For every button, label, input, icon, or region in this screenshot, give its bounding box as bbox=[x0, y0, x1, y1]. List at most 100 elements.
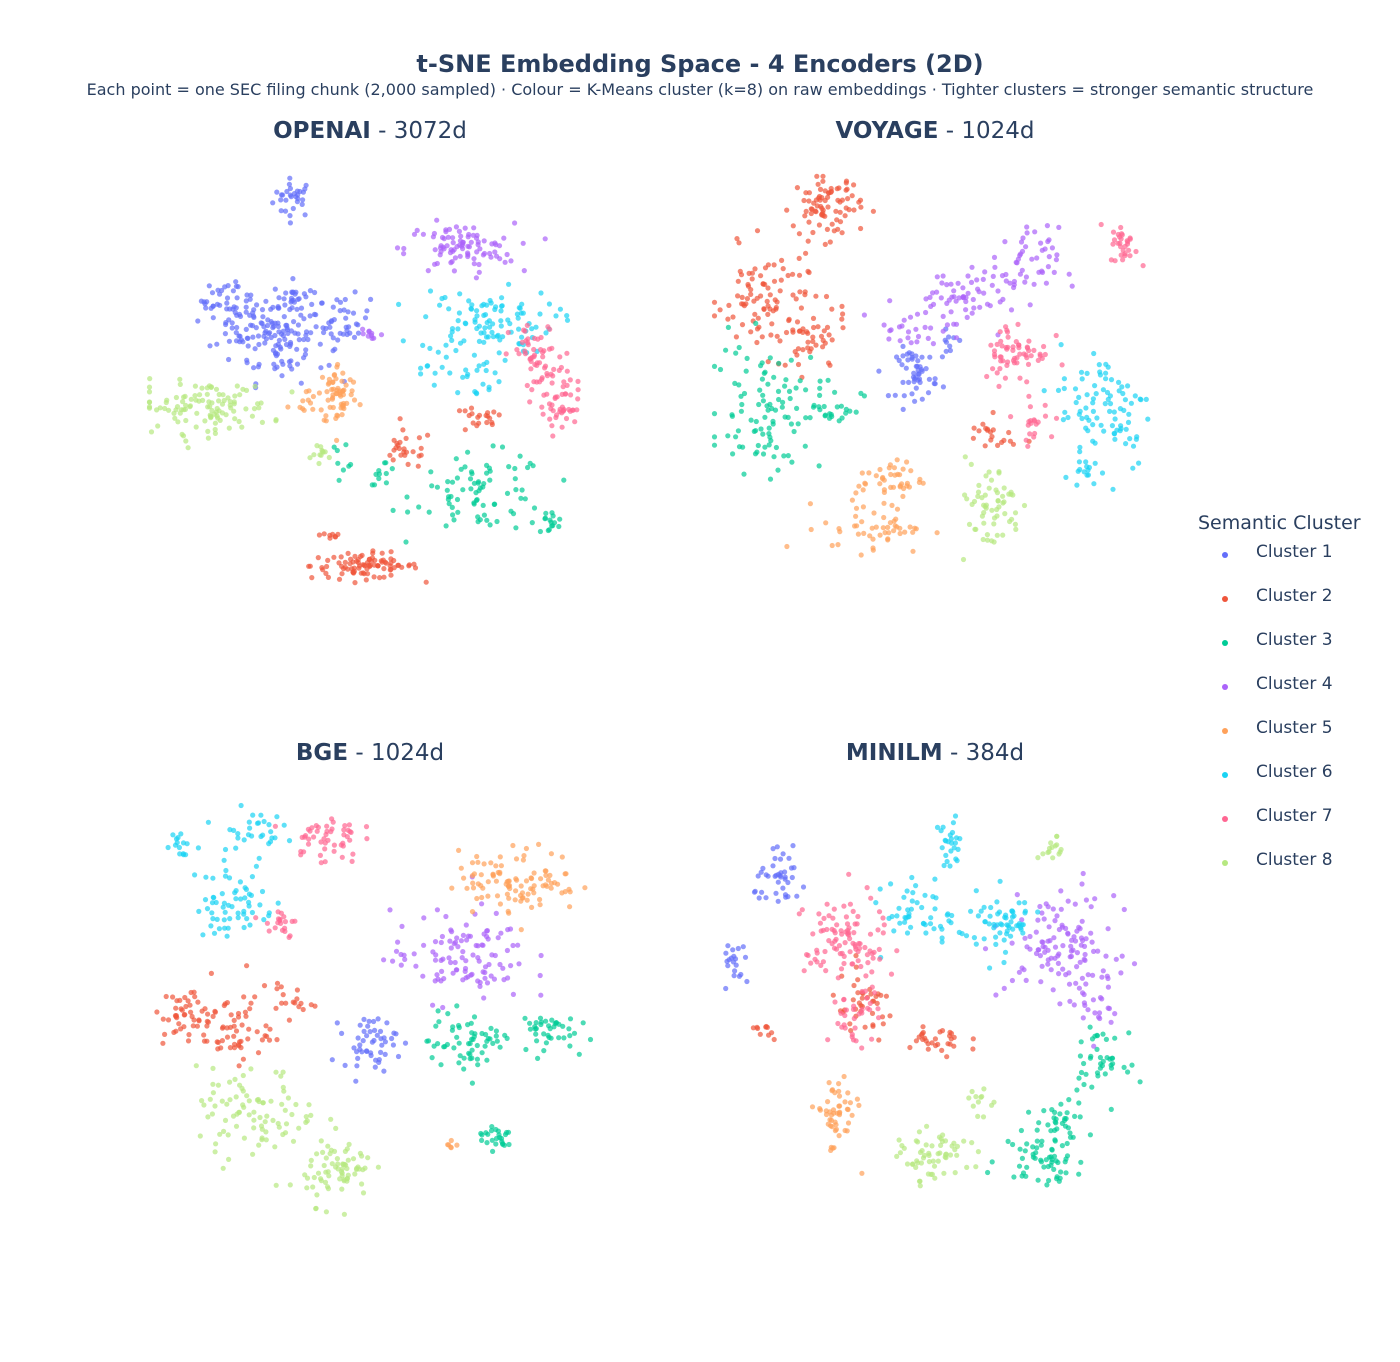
point-cluster-3 bbox=[448, 493, 454, 500]
tsne-scatter-plots[interactable] bbox=[0, 0, 1180, 1362]
point-cluster-8 bbox=[279, 1101, 285, 1107]
point-cluster-1 bbox=[307, 288, 313, 294]
point-cluster-6 bbox=[1060, 417, 1066, 423]
point-cluster-1 bbox=[909, 356, 915, 362]
legend-item-cluster-8[interactable]: Cluster 8 bbox=[1198, 848, 1398, 892]
point-cluster-7 bbox=[568, 392, 574, 398]
point-cluster-2 bbox=[476, 412, 483, 418]
point-cluster-1 bbox=[282, 336, 288, 342]
point-cluster-7 bbox=[876, 1015, 882, 1021]
point-cluster-3 bbox=[1032, 1155, 1038, 1161]
point-cluster-2 bbox=[462, 427, 468, 433]
point-cluster-8 bbox=[251, 1109, 257, 1115]
point-cluster-2 bbox=[858, 225, 864, 232]
point-cluster-5 bbox=[893, 516, 899, 522]
point-cluster-6 bbox=[1123, 426, 1129, 432]
point-cluster-8 bbox=[962, 454, 968, 460]
point-cluster-2 bbox=[947, 1029, 953, 1035]
point-cluster-4 bbox=[466, 231, 472, 238]
point-cluster-2 bbox=[810, 334, 816, 340]
point-cluster-4 bbox=[1091, 948, 1097, 955]
point-cluster-1 bbox=[294, 188, 300, 194]
point-cluster-5 bbox=[357, 402, 363, 408]
point-cluster-2 bbox=[829, 221, 835, 227]
point-cluster-4 bbox=[516, 961, 522, 967]
scatter-panel-minilm[interactable] bbox=[723, 813, 1143, 1189]
point-cluster-4 bbox=[956, 295, 962, 301]
point-cluster-1 bbox=[340, 331, 346, 337]
point-cluster-8 bbox=[326, 454, 332, 461]
point-cluster-6 bbox=[939, 926, 945, 932]
point-cluster-1 bbox=[906, 379, 912, 385]
point-cluster-3 bbox=[1034, 1138, 1040, 1144]
point-cluster-1 bbox=[203, 305, 209, 311]
point-cluster-7 bbox=[850, 1037, 857, 1043]
point-cluster-2 bbox=[784, 207, 790, 213]
point-cluster-3 bbox=[825, 377, 831, 383]
point-cluster-3 bbox=[533, 1020, 539, 1026]
point-cluster-4 bbox=[901, 317, 907, 323]
point-cluster-4 bbox=[463, 958, 469, 964]
legend-item-cluster-3[interactable]: Cluster 3 bbox=[1198, 628, 1398, 672]
point-cluster-2 bbox=[210, 1013, 216, 1020]
legend-item-cluster-7[interactable]: Cluster 7 bbox=[1198, 804, 1398, 848]
point-cluster-4 bbox=[508, 258, 514, 264]
point-cluster-2 bbox=[795, 346, 802, 352]
legend-item-cluster-1[interactable]: Cluster 1 bbox=[1198, 540, 1398, 584]
point-cluster-3 bbox=[789, 459, 795, 465]
point-cluster-1 bbox=[330, 335, 336, 341]
legend-item-cluster-5[interactable]: Cluster 5 bbox=[1198, 716, 1398, 760]
point-cluster-7 bbox=[535, 336, 541, 342]
point-cluster-4 bbox=[440, 1004, 446, 1011]
point-cluster-3 bbox=[487, 522, 493, 528]
point-cluster-8 bbox=[208, 384, 214, 390]
scatter-panel-bge[interactable] bbox=[154, 802, 594, 1217]
point-cluster-3 bbox=[1053, 1158, 1059, 1164]
point-cluster-8 bbox=[249, 413, 255, 419]
point-cluster-4 bbox=[1019, 248, 1026, 254]
point-cluster-7 bbox=[841, 997, 847, 1003]
point-cluster-8 bbox=[991, 539, 997, 545]
point-cluster-8 bbox=[212, 430, 218, 436]
point-cluster-8 bbox=[917, 1149, 924, 1155]
point-cluster-2 bbox=[187, 1002, 193, 1008]
point-cluster-1 bbox=[296, 337, 302, 343]
scatter-panel-voyage[interactable] bbox=[711, 173, 1151, 563]
legend[interactable]: Semantic Cluster Cluster 1 Cluster 2 Clu… bbox=[1198, 512, 1398, 892]
point-cluster-4 bbox=[1002, 239, 1008, 245]
point-cluster-1 bbox=[395, 1053, 402, 1060]
point-cluster-5 bbox=[513, 888, 519, 894]
point-cluster-6 bbox=[479, 303, 485, 309]
point-cluster-2 bbox=[801, 197, 807, 204]
point-cluster-8 bbox=[962, 492, 968, 498]
point-cluster-1 bbox=[288, 341, 294, 347]
legend-item-cluster-6[interactable]: Cluster 6 bbox=[1198, 760, 1398, 804]
point-cluster-5 bbox=[873, 473, 879, 479]
point-cluster-4 bbox=[484, 928, 490, 934]
point-cluster-4 bbox=[1067, 998, 1073, 1004]
point-cluster-7 bbox=[574, 407, 580, 413]
point-cluster-1 bbox=[229, 320, 235, 326]
point-cluster-7 bbox=[1002, 375, 1009, 381]
legend-item-cluster-2[interactable]: Cluster 2 bbox=[1198, 584, 1398, 628]
point-cluster-4 bbox=[928, 325, 934, 331]
point-cluster-1 bbox=[243, 304, 249, 310]
point-cluster-7 bbox=[1112, 258, 1118, 264]
point-cluster-3 bbox=[1017, 1146, 1023, 1152]
point-cluster-2 bbox=[247, 1006, 253, 1012]
point-cluster-7 bbox=[801, 968, 807, 974]
point-cluster-8 bbox=[311, 452, 317, 458]
point-cluster-3 bbox=[457, 1053, 463, 1059]
point-cluster-6 bbox=[195, 845, 201, 851]
point-cluster-4 bbox=[930, 341, 937, 347]
legend-item-cluster-4[interactable]: Cluster 4 bbox=[1198, 672, 1398, 716]
point-cluster-3 bbox=[436, 1019, 442, 1025]
point-cluster-8 bbox=[270, 1117, 276, 1123]
point-cluster-1 bbox=[277, 344, 283, 350]
scatter-panel-openai[interactable] bbox=[146, 175, 581, 586]
point-cluster-8 bbox=[964, 1164, 970, 1170]
point-cluster-3 bbox=[404, 494, 410, 500]
point-cluster-7 bbox=[539, 375, 545, 381]
point-cluster-5 bbox=[894, 506, 901, 512]
point-cluster-3 bbox=[484, 517, 490, 523]
